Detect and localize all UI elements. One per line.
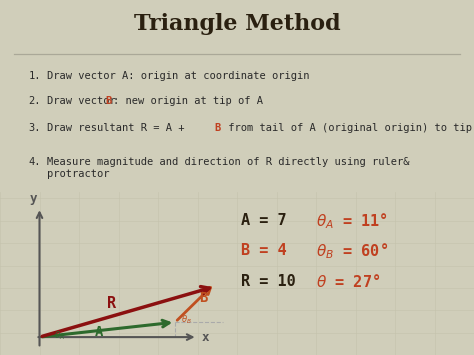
Text: x: x (201, 331, 209, 344)
Text: 4.: 4. (28, 157, 41, 167)
Text: $\theta_B$ = 60°: $\theta_B$ = 60° (316, 241, 388, 261)
Text: Draw vector: Draw vector (47, 96, 122, 106)
Text: y: y (30, 192, 37, 205)
Text: Measure magnitude and direction of R directly using ruler&
protractor: Measure magnitude and direction of R dir… (47, 157, 410, 179)
Text: 3.: 3. (28, 123, 41, 133)
Text: R = 10: R = 10 (241, 274, 296, 289)
Text: R: R (107, 296, 116, 311)
Text: Draw resultant R = A +: Draw resultant R = A + (47, 123, 191, 133)
Text: 2.: 2. (28, 96, 41, 106)
Text: $\theta_A$: $\theta_A$ (54, 329, 64, 342)
Text: : new origin at tip of A: : new origin at tip of A (113, 96, 263, 106)
Text: B = 4: B = 4 (241, 244, 287, 258)
Text: A: A (94, 325, 103, 339)
Text: Triangle Method: Triangle Method (134, 13, 340, 36)
Text: Draw vector A: origin at coordinate origin: Draw vector A: origin at coordinate orig… (47, 71, 310, 81)
Text: $\theta$ = 27°: $\theta$ = 27° (316, 273, 380, 290)
Text: 1.: 1. (28, 71, 41, 81)
Text: from tail of A (original origin) to tip of B: from tail of A (original origin) to tip … (222, 123, 474, 133)
Text: B: B (200, 291, 208, 305)
Text: $\theta_B$: $\theta_B$ (181, 313, 191, 326)
Text: B: B (214, 123, 220, 133)
Text: A = 7: A = 7 (241, 213, 287, 228)
Text: $\theta_A$ = 11°: $\theta_A$ = 11° (316, 211, 388, 231)
Text: B: B (105, 96, 111, 106)
